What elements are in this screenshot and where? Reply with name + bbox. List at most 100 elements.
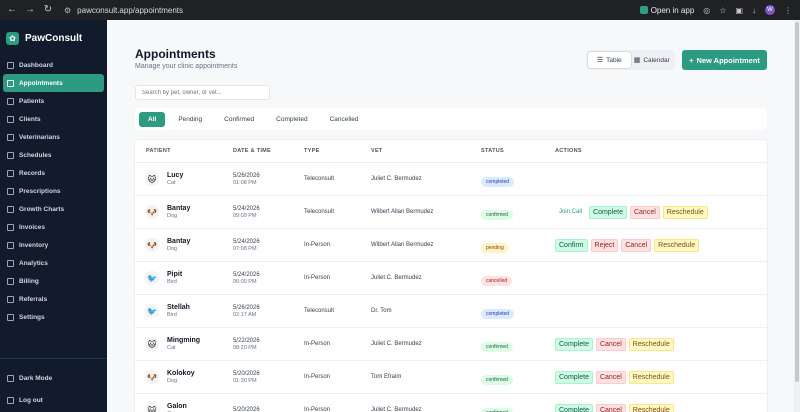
glasses-icon[interactable]: ◎ bbox=[703, 5, 711, 15]
complete-button[interactable]: Complete bbox=[589, 205, 627, 219]
patient-info: Pipit Bird bbox=[167, 271, 182, 285]
dark-mode-toggle[interactable]: Dark Mode bbox=[0, 367, 107, 389]
sidebar-item-label: Prescriptions bbox=[19, 187, 61, 195]
complete-button[interactable]: Complete bbox=[555, 403, 593, 412]
column-header-status: STATUS bbox=[481, 148, 504, 154]
table-row[interactable]: 🐶 Bantay Dog 5/24/2026 07:08 PM In-Person Wilb… bbox=[135, 229, 767, 262]
pet-name[interactable]: Kolokoy bbox=[167, 370, 195, 377]
view-toggle: ☰ Table ▦ Calendar bbox=[586, 50, 675, 70]
filter-tab-cancelled[interactable]: Cancelled bbox=[329, 115, 359, 123]
pet-name[interactable]: Galon bbox=[167, 403, 187, 410]
sidebar-item-records[interactable]: Records bbox=[0, 164, 107, 182]
star-icon[interactable]: ☆ bbox=[719, 5, 727, 15]
menu-icon[interactable]: ⋮ bbox=[784, 5, 792, 15]
table-row[interactable]: 🐱 Lucy Cat 5/26/2026 01:08 PM Teleconsult Juli… bbox=[135, 163, 767, 196]
cancel-button[interactable]: Cancel bbox=[595, 403, 626, 412]
sidebar: ✿ PawConsult Dashboard Appointments Patien… bbox=[0, 20, 107, 412]
reload-icon[interactable]: ↻ bbox=[43, 4, 53, 15]
download-icon[interactable]: ↓ bbox=[752, 5, 756, 15]
sidebar-item-settings[interactable]: Settings bbox=[0, 308, 107, 326]
sidebar-item-veterinarians[interactable]: Veterinarians bbox=[0, 128, 107, 146]
reschedule-button[interactable]: Reschedule bbox=[628, 370, 674, 384]
reschedule-button[interactable]: Reschedule bbox=[654, 238, 700, 252]
calendar-view-label: Calendar bbox=[643, 56, 670, 64]
scrollbar[interactable] bbox=[794, 20, 800, 412]
reject-button[interactable]: Reject bbox=[590, 238, 619, 252]
cancel-button[interactable]: Cancel bbox=[595, 337, 626, 351]
patient-info: Bantay Dog bbox=[167, 238, 190, 252]
referral-icon bbox=[7, 295, 14, 303]
file-icon bbox=[7, 169, 14, 177]
type-cell: In-Person bbox=[304, 242, 331, 248]
reschedule-button[interactable]: Reschedule bbox=[628, 403, 674, 412]
table-row[interactable]: 🐱 Mingming Cat 5/22/2026 08:20 PM In-Person Ju… bbox=[135, 328, 767, 361]
new-appointment-label: New Appointment bbox=[696, 55, 760, 65]
reschedule-button[interactable]: Reschedule bbox=[628, 337, 674, 351]
sidebar-item-growth-charts[interactable]: Growth Charts bbox=[0, 200, 107, 218]
appointment-date: 5/24/2026 bbox=[233, 271, 260, 278]
type-cell: Teleconsult bbox=[304, 308, 335, 314]
open-in-app-button[interactable]: Open in app bbox=[639, 5, 695, 15]
sidebar-item-clients[interactable]: Clients bbox=[0, 110, 107, 128]
sidebar-item-patients[interactable]: Patients bbox=[0, 92, 107, 110]
new-appointment-button[interactable]: + New Appointment bbox=[682, 50, 767, 70]
forward-icon[interactable]: → bbox=[25, 4, 35, 15]
cancel-button[interactable]: Cancel bbox=[595, 370, 626, 384]
actions-cell: Complete Cancel Reschedule bbox=[555, 403, 767, 412]
page-title: Appointments bbox=[135, 47, 216, 61]
table-row[interactable]: 🐦 Stellah Bird 5/26/2026 02:17 AM Teleconsult… bbox=[135, 295, 767, 328]
reschedule-button[interactable]: Reschedule bbox=[662, 205, 708, 219]
back-icon[interactable]: ← bbox=[7, 4, 17, 15]
table-row[interactable]: 🐶 Bantay Dog 5/24/2026 09:09 PM Teleconsult Wi… bbox=[135, 196, 767, 229]
open-in-app-label: Open in app bbox=[650, 5, 695, 15]
confirm-button[interactable]: Confirm bbox=[555, 238, 588, 252]
filter-tab-completed[interactable]: Completed bbox=[276, 115, 308, 123]
table-view-button[interactable]: ☰ Table bbox=[588, 52, 631, 68]
cancel-button[interactable]: Cancel bbox=[629, 205, 660, 219]
patient-cell: 🐱 Lucy Cat bbox=[135, 172, 233, 186]
complete-button[interactable]: Complete bbox=[555, 337, 593, 351]
pet-name[interactable]: Bantay bbox=[167, 205, 191, 212]
search-input[interactable] bbox=[135, 85, 270, 100]
table-row[interactable]: 🐱 GalonCat 5/20/2026 In-Person Juliet C. Ber… bbox=[135, 394, 767, 412]
filter-tab-pending[interactable]: Pending bbox=[178, 115, 203, 123]
page-subtitle: Manage your clinic appointments bbox=[135, 63, 238, 70]
column-header-type: TYPE bbox=[304, 148, 320, 154]
extensions-icon[interactable]: ▣ bbox=[735, 5, 743, 15]
sidebar-item-schedules[interactable]: Schedules bbox=[0, 146, 107, 164]
table-row[interactable]: 🐶 Kolokoy Dog 5/20/2026 01:30 PM In-Person Tom… bbox=[135, 361, 767, 394]
cancel-button[interactable]: Cancel bbox=[621, 238, 652, 252]
pet-avatar: 🐱 bbox=[145, 337, 159, 351]
sidebar-item-billing[interactable]: Billing bbox=[0, 272, 107, 290]
sidebar-item-referrals[interactable]: Referrals bbox=[0, 290, 107, 308]
complete-button[interactable]: Complete bbox=[555, 370, 593, 384]
scrollbar-thumb[interactable] bbox=[795, 22, 799, 382]
table-row[interactable]: 🐦 Pipit Bird 5/24/2026 06:00 PM In-Person Juli… bbox=[135, 262, 767, 295]
pet-name[interactable]: Pipit bbox=[167, 271, 183, 278]
sidebar-item-prescriptions[interactable]: Prescriptions bbox=[0, 182, 107, 200]
pet-avatar: 🐱 bbox=[145, 403, 159, 412]
pet-name[interactable]: Mingming bbox=[167, 337, 201, 344]
brand[interactable]: ✿ PawConsult bbox=[0, 24, 107, 52]
patient-info: Lucy Cat bbox=[167, 172, 183, 186]
sidebar-item-appointments[interactable]: Appointments bbox=[3, 74, 104, 92]
sidebar-item-invoices[interactable]: Invoices bbox=[0, 218, 107, 236]
site-info-icon[interactable]: ⚙ bbox=[64, 5, 72, 15]
filter-tab-all[interactable]: All bbox=[139, 111, 166, 127]
logout-button[interactable]: Log out bbox=[0, 389, 107, 411]
datetime-cell: 5/26/2026 02:17 AM bbox=[233, 305, 304, 318]
calendar-view-button[interactable]: ▦ Calendar bbox=[631, 52, 674, 68]
sidebar-item-inventory[interactable]: Inventory bbox=[0, 236, 107, 254]
pet-name[interactable]: Stellah bbox=[167, 304, 190, 311]
sidebar-item-dashboard[interactable]: Dashboard bbox=[0, 56, 107, 74]
datetime-cell: 5/24/2026 06:00 PM bbox=[233, 272, 304, 285]
patient-cell: 🐦 Stellah Bird bbox=[135, 304, 233, 318]
join-call-button[interactable]: Join Call bbox=[559, 209, 583, 215]
type-cell: In-Person bbox=[304, 374, 331, 380]
profile-avatar[interactable]: W bbox=[765, 5, 775, 15]
address-bar[interactable]: ⚙ pawconsult.app/appointments bbox=[64, 6, 183, 15]
pet-name[interactable]: Lucy bbox=[167, 172, 184, 179]
pet-name[interactable]: Bantay bbox=[167, 238, 191, 245]
filter-tab-confirmed[interactable]: Confirmed bbox=[224, 115, 255, 123]
sidebar-item-analytics[interactable]: Analytics bbox=[0, 254, 107, 272]
